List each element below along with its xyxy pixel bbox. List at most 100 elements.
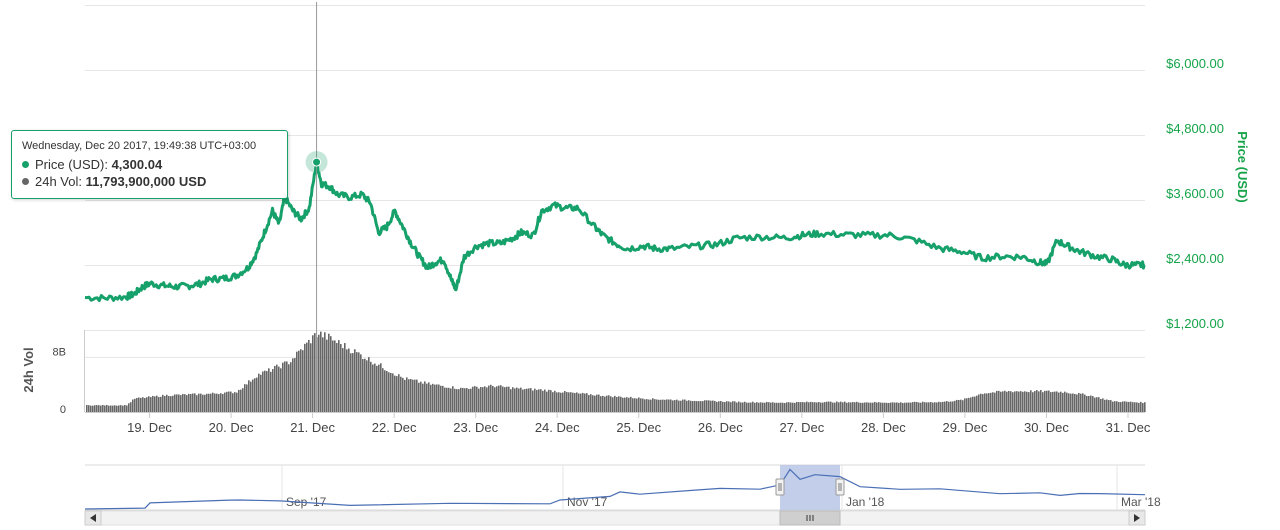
navigator-selected-range[interactable] xyxy=(780,465,840,510)
volume-bar xyxy=(792,402,794,412)
volume-bar xyxy=(122,405,124,412)
time-tick-label: 21. Dec xyxy=(290,420,335,435)
volume-bar xyxy=(436,384,438,412)
volume-bar xyxy=(512,387,514,412)
volume-bar xyxy=(1074,393,1076,412)
scrollbar[interactable] xyxy=(84,510,1146,526)
volume-bar xyxy=(182,393,184,412)
volume-bar xyxy=(486,387,488,412)
volume-bar xyxy=(896,402,898,412)
volume-bar xyxy=(654,399,656,412)
volume-bar xyxy=(1106,399,1108,412)
price-line[interactable] xyxy=(84,160,1146,303)
volume-bar xyxy=(238,389,240,412)
volume-bar xyxy=(530,388,532,412)
scroll-thumb[interactable] xyxy=(779,510,841,526)
volume-bar xyxy=(152,395,154,412)
volume-bar xyxy=(784,403,786,412)
volume-bar xyxy=(726,401,728,412)
volume-bar xyxy=(354,349,356,412)
volume-bar xyxy=(462,387,464,412)
volume-bar xyxy=(640,398,642,412)
volume-bar xyxy=(1144,402,1146,412)
volume-bar xyxy=(500,385,502,412)
volume-bar xyxy=(618,396,620,412)
volume-bar xyxy=(304,343,306,412)
volume-bar xyxy=(854,402,856,412)
scroll-right-button[interactable] xyxy=(1128,510,1146,526)
volume-bar xyxy=(782,402,784,412)
volume-bar xyxy=(996,390,998,412)
volume-bar xyxy=(524,389,526,412)
volume-bar xyxy=(402,377,404,412)
volume-bar xyxy=(1014,391,1016,412)
navigator-label: Mar '18 xyxy=(1121,495,1161,509)
navigator-left-handle[interactable] xyxy=(775,478,785,496)
volume-bar xyxy=(430,384,432,412)
volume-bar xyxy=(160,396,162,412)
volume-bar xyxy=(764,402,766,412)
navigator-label: Jan '18 xyxy=(846,495,885,509)
volume-bar xyxy=(458,389,460,412)
volume-bar xyxy=(142,397,144,412)
volume-bar xyxy=(742,402,744,412)
volume-bar xyxy=(376,365,378,412)
volume-bar xyxy=(678,400,680,412)
volume-bar xyxy=(820,402,822,412)
volume-bar xyxy=(656,399,658,412)
volume-bar xyxy=(728,401,730,412)
volume-bar xyxy=(472,386,474,412)
volume-bar xyxy=(420,381,422,412)
volume-bar xyxy=(168,396,170,412)
volume-bar xyxy=(422,383,424,412)
volume-bar xyxy=(690,400,692,412)
tooltip-volume-value: 11,793,900,000 USD xyxy=(85,174,207,189)
volume-bar xyxy=(872,402,874,412)
volume-bar xyxy=(878,402,880,412)
volume-bar xyxy=(898,402,900,412)
navigator-right-handle[interactable] xyxy=(835,478,845,496)
volume-bar xyxy=(414,379,416,412)
volume-bar xyxy=(796,401,798,412)
volume-bar xyxy=(894,402,896,412)
volume-bar xyxy=(862,402,864,412)
volume-bar xyxy=(840,401,842,412)
volume-bar xyxy=(328,333,330,412)
price-tick-label: $4,800.00 xyxy=(1166,121,1224,136)
volume-bar xyxy=(754,402,756,412)
volume-bar xyxy=(732,401,734,412)
volume-bar xyxy=(334,340,336,412)
time-tick-label: 24. Dec xyxy=(535,420,580,435)
volume-bar xyxy=(158,397,160,412)
navigator[interactable]: Sep '17 Nov '17 Jan '18 Mar '18 xyxy=(84,464,1161,511)
volume-bar xyxy=(696,401,698,412)
volume-bar xyxy=(624,397,626,412)
volume-bar xyxy=(296,351,298,412)
volume-bar xyxy=(730,402,732,412)
volume-bar xyxy=(1076,394,1078,412)
volume-bar xyxy=(942,401,944,412)
volume-bar xyxy=(722,401,724,412)
volume-bars xyxy=(86,331,1146,412)
triangle-left-icon xyxy=(90,514,96,522)
volume-bar xyxy=(380,363,382,412)
volume-bar xyxy=(540,389,542,412)
volume-bar xyxy=(674,400,676,412)
volume-bar xyxy=(662,399,664,412)
volume-bar xyxy=(398,374,400,412)
volume-bar xyxy=(178,394,180,412)
volume-bar xyxy=(272,369,274,412)
scroll-left-button[interactable] xyxy=(84,510,102,526)
volume-bar xyxy=(1140,401,1142,412)
volume-bar xyxy=(538,389,540,412)
volume-bar xyxy=(560,392,562,412)
volume-bar xyxy=(686,400,688,412)
volume-bar xyxy=(270,371,272,412)
volume-bar xyxy=(96,405,98,412)
volume-bar xyxy=(542,390,544,412)
volume-bar xyxy=(918,402,920,412)
volume-bar xyxy=(574,393,576,412)
volume-bar xyxy=(1012,392,1014,412)
volume-bar xyxy=(870,402,872,412)
